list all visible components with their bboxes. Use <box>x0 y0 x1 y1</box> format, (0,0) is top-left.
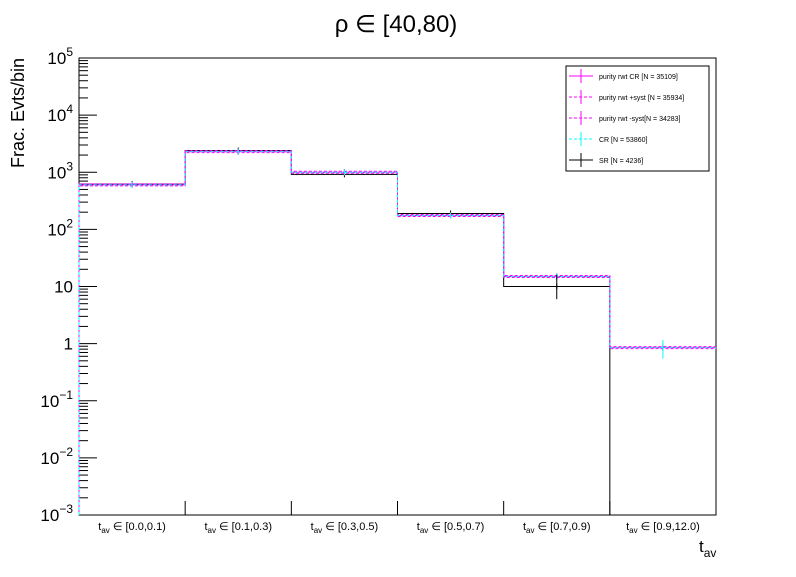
legend-label-4: SR [N = 4236] <box>599 158 643 165</box>
legend-label-1: purity rwt +syst [N = 35934] <box>599 95 684 102</box>
y-tick-label: 10 <box>54 278 73 297</box>
y-tick-label: 10−2 <box>40 445 73 468</box>
y-tick-label: 10−1 <box>40 388 73 411</box>
y-tick-label: 105 <box>47 45 73 68</box>
y-tick-label: 103 <box>47 159 73 182</box>
series-line-3 <box>78 151 716 515</box>
x-axis-label: tav <box>699 537 716 560</box>
y-tick-label: 102 <box>47 216 73 239</box>
x-tick-label: tav ∈ [0.7,0.9) <box>523 521 591 535</box>
x-tick-label: tav ∈ [0.1,0.3) <box>204 521 272 535</box>
x-tick-label: tav ∈ [0.5,0.7) <box>417 521 485 535</box>
legend: purity rwt CR [N = 35109] purity rwt +sys… <box>565 65 710 172</box>
y-tick-label: 1 <box>64 335 73 354</box>
legend-label-2: purity rwt -syst[N = 34283] <box>599 116 681 123</box>
x-tick-label: tav ∈ [0.9,12.0) <box>626 521 700 535</box>
legend-label-3: CR [N = 53860] <box>599 137 647 144</box>
plot-area: 10−3 10−2 10−1 1 10 102 103 104 105 tav ∈ [0.0,0.… <box>40 45 717 535</box>
y-axis-label: Frac. Evts/bin <box>8 58 28 168</box>
y-tick-label: 104 <box>47 102 73 125</box>
chart-title: ρ ∈ [40,80) <box>335 11 458 38</box>
x-tick-label: tav ∈ [0.0,0.1) <box>98 521 166 535</box>
y-tick-label: 10−3 <box>40 502 73 525</box>
legend-label-0: purity rwt CR [N = 35109] <box>599 74 678 81</box>
x-tick-label: tav ∈ [0.3,0.5) <box>311 521 379 535</box>
series-line-2 <box>78 152 716 515</box>
